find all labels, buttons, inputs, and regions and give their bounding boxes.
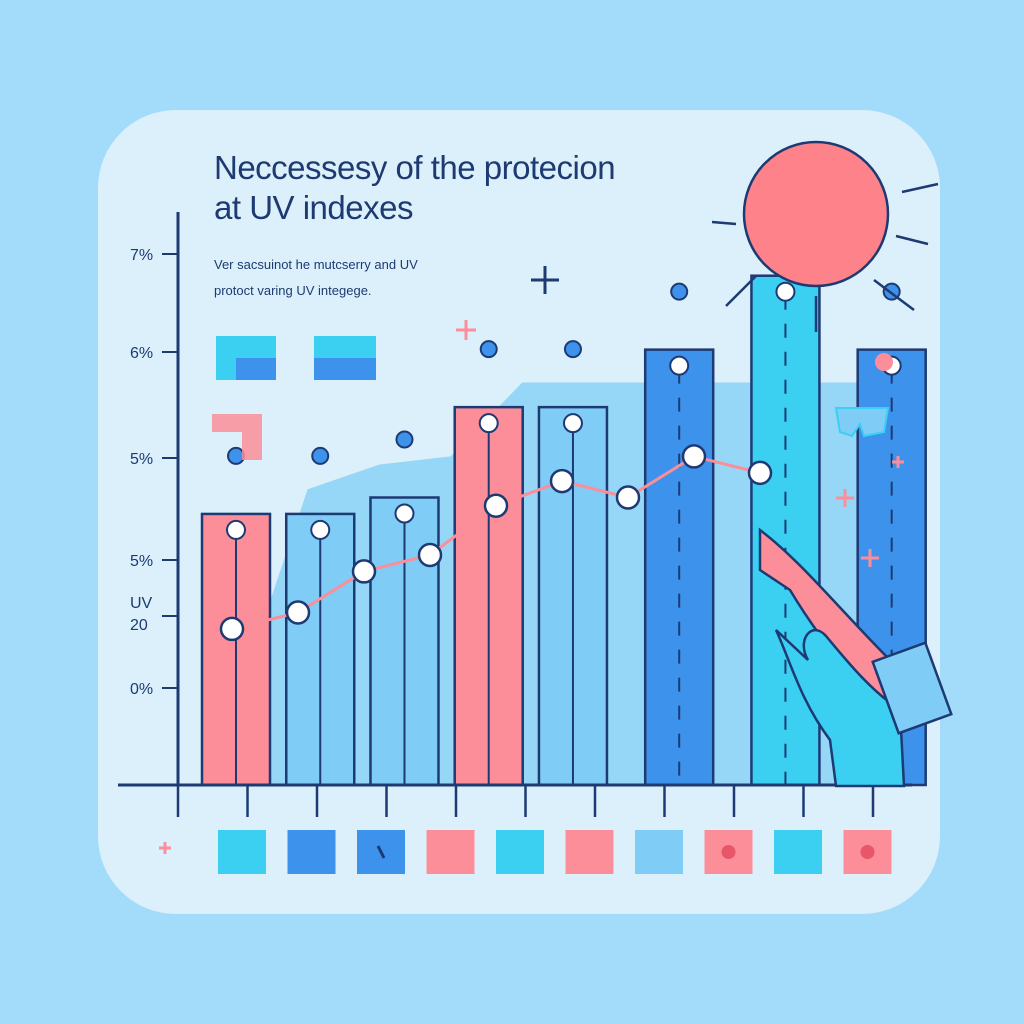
decor-dot <box>875 353 893 371</box>
bar-marker <box>227 446 245 465</box>
legend-swatch <box>426 830 475 874</box>
sun-ray <box>895 234 929 246</box>
line-point <box>219 616 245 642</box>
sparkle-icon <box>159 842 171 854</box>
legend-swatch <box>496 830 544 874</box>
legend-swatch <box>218 830 266 874</box>
line-point <box>681 444 707 469</box>
sparkle-icon <box>892 456 904 468</box>
line-point <box>483 493 509 518</box>
subtitle-line-1: Ver sacsuinot he mutcserry and UV <box>214 257 418 272</box>
sparkle-icon <box>861 549 879 567</box>
bar-top-marker <box>226 519 246 540</box>
bar-marker <box>479 340 498 359</box>
bar-top-marker <box>775 281 796 302</box>
glove-hand-icon <box>774 629 906 788</box>
line-point <box>351 559 377 584</box>
line-point <box>615 485 641 510</box>
sun-ray <box>873 279 915 311</box>
bar-top-marker <box>562 413 583 434</box>
subtitle-line-2: protoct varing UV integege. <box>214 283 372 298</box>
bar-top-marker <box>310 519 331 540</box>
legend-swatch-dot <box>721 845 736 859</box>
sparkle-icon <box>456 320 476 340</box>
legend-swatch <box>635 830 683 874</box>
title-line-2: at UV indexes <box>214 189 413 226</box>
sunglasses-icon <box>834 407 890 438</box>
legend-swatch-dot <box>860 845 875 859</box>
bar-marker <box>670 282 689 301</box>
y-tick-label: 5% <box>130 553 153 570</box>
bar-top-marker <box>669 355 690 376</box>
line-point <box>417 542 443 568</box>
y-tick-label: 7% <box>130 247 153 264</box>
line-point <box>549 468 575 494</box>
sun-ray <box>725 275 757 307</box>
legend-bracket <box>212 414 262 460</box>
legend-swatch <box>287 830 336 874</box>
legend-swatch <box>774 830 822 874</box>
y-tick-label: 20 <box>130 617 148 634</box>
legend-block-inner <box>236 358 276 380</box>
chart-title: Neccessesy of the protecion at UV indexe… <box>214 148 714 228</box>
line-point <box>285 600 311 625</box>
legend-swatch <box>565 830 614 874</box>
sun-ray <box>711 220 737 226</box>
chart-subtitle: Ver sacsuinot he mutcserry and UV protoc… <box>214 252 534 304</box>
y-tick-label: 6% <box>130 345 153 362</box>
sparkle-icon <box>531 266 559 294</box>
bar-top-marker <box>478 413 499 434</box>
bar-marker <box>395 430 414 449</box>
bar-marker <box>563 340 582 359</box>
sun-icon <box>742 140 890 288</box>
sparkle-icon <box>836 489 854 507</box>
y-tick-label: 5% <box>130 451 153 468</box>
y-tick-label: 0% <box>130 681 153 698</box>
title-line-1: Neccessesy of the protecion <box>214 149 616 186</box>
legend-block-inner <box>314 358 376 380</box>
y-tick-label: UV <box>130 595 153 612</box>
sun-ray <box>901 182 939 194</box>
legend-glyph <box>376 845 386 859</box>
line-point <box>747 460 773 486</box>
bar-marker <box>311 446 330 465</box>
sleeve-cuff <box>871 641 953 735</box>
bar-top-marker <box>394 503 415 524</box>
